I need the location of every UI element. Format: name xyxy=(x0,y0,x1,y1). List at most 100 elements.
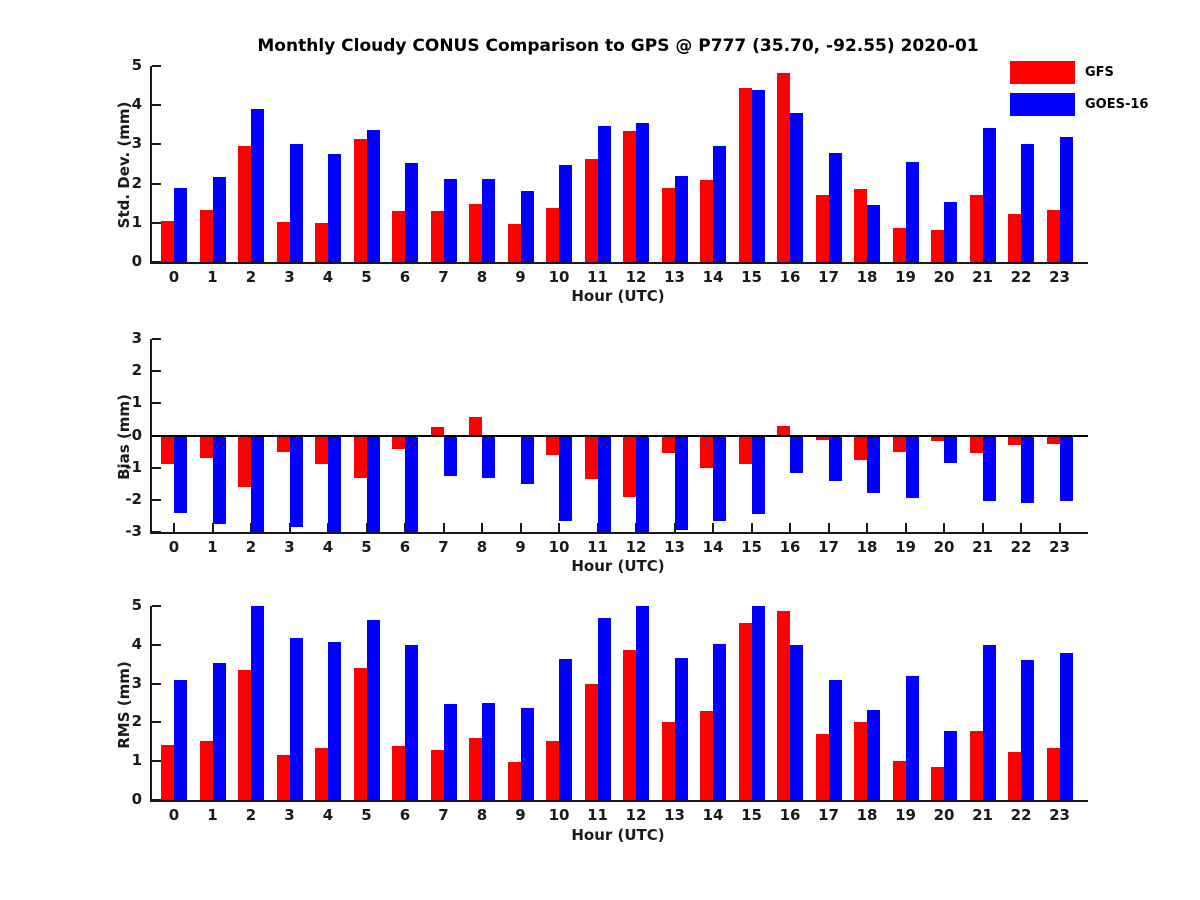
bar-gfs-h12 xyxy=(623,130,636,262)
bar-goes16-h17 xyxy=(828,435,842,481)
bar-goes16-h0 xyxy=(174,679,187,800)
bar-gfs-h19 xyxy=(892,228,906,262)
bar-gfs-h14 xyxy=(700,710,713,800)
legend-label-gfs: GFS xyxy=(1085,65,1114,80)
x-tick-label: 11 xyxy=(587,538,608,556)
bar-goes16-h19 xyxy=(905,162,919,262)
bar-goes16-h23 xyxy=(1059,137,1073,262)
bar-goes16-h21 xyxy=(982,127,996,262)
rms-x-axis-label: Hour (UTC) xyxy=(571,826,665,844)
x-tick-label: 4 xyxy=(322,268,334,286)
x-tick-label: 19 xyxy=(895,538,916,556)
bar-gfs-h5 xyxy=(353,668,367,800)
x-tick-label: 7 xyxy=(438,806,449,824)
bar-goes16-h11 xyxy=(597,617,611,800)
bar-goes16-h7 xyxy=(443,704,457,800)
x-tick-label: 16 xyxy=(779,538,801,556)
bar-gfs-h12 xyxy=(623,435,636,498)
x-tick-label: 16 xyxy=(779,268,801,286)
bar-goes16-h23 xyxy=(1059,652,1073,800)
y-tick-mark xyxy=(152,261,161,263)
y-tick-mark xyxy=(152,682,161,685)
y-tick-mark xyxy=(152,338,161,340)
bar-gfs-h16 xyxy=(777,72,790,262)
x-tick-label: 10 xyxy=(548,806,570,824)
x-tick-label: 9 xyxy=(515,538,526,556)
x-tick-label: 15 xyxy=(741,538,762,556)
bar-goes16-h5 xyxy=(366,129,380,262)
x-tick-mark xyxy=(866,523,868,532)
bar-gfs-h23 xyxy=(1046,435,1060,444)
x-tick-label: 7 xyxy=(438,268,449,286)
x-tick-label: 0 xyxy=(168,268,180,286)
bar-gfs-h20 xyxy=(931,767,944,800)
bar-gfs-h3 xyxy=(276,435,290,452)
bar-goes16-h3 xyxy=(289,435,303,528)
y-tick-mark xyxy=(152,721,161,724)
bar-gfs-h8 xyxy=(469,737,482,800)
x-tick-mark xyxy=(789,523,791,532)
y-tick-label: 1 xyxy=(131,751,142,770)
x-tick-label: 13 xyxy=(664,538,685,556)
bar-gfs-h10 xyxy=(546,435,559,455)
bar-goes16-h16 xyxy=(790,644,803,800)
bar-gfs-h15 xyxy=(738,622,752,800)
x-tick-mark xyxy=(519,523,522,532)
bar-goes16-h10 xyxy=(559,659,572,800)
x-tick-label: 19 xyxy=(895,268,916,286)
bar-goes16-h12 xyxy=(636,606,649,800)
y-tick-mark xyxy=(152,65,161,67)
bar-gfs-h21 xyxy=(969,195,983,262)
x-tick-label: 12 xyxy=(625,538,647,556)
bar-gfs-h6 xyxy=(392,745,405,800)
bar-goes16-h5 xyxy=(366,619,380,800)
bar-goes16-h9 xyxy=(520,708,534,800)
legend-label-goes16: GOES-16 xyxy=(1085,97,1149,112)
bar-goes16-h8 xyxy=(482,435,495,479)
x-tick-label: 8 xyxy=(476,268,488,286)
x-tick-mark xyxy=(558,523,560,532)
bar-goes16-h22 xyxy=(1021,144,1034,262)
x-tick-label: 15 xyxy=(741,268,762,286)
bar-goes16-h10 xyxy=(559,435,572,521)
y-tick-label: 4 xyxy=(131,634,142,653)
bar-goes16-h10 xyxy=(559,164,572,262)
zero-line xyxy=(152,434,1088,437)
bar-gfs-h11 xyxy=(584,158,598,262)
bar-goes16-h17 xyxy=(828,679,842,800)
x-tick-label: 19 xyxy=(895,806,916,824)
y-tick-label: 0 xyxy=(131,425,142,444)
bar-goes16-h4 xyxy=(328,642,341,800)
bar-gfs-h23 xyxy=(1046,209,1060,262)
legend: GFS GOES-16 xyxy=(1010,61,1148,125)
y-tick-mark xyxy=(152,799,161,801)
y-tick-label: 0 xyxy=(131,252,142,270)
bar-gfs-h13 xyxy=(661,187,675,262)
y-tick-label: -3 xyxy=(125,522,142,540)
bar-goes16-h17 xyxy=(828,152,842,262)
x-tick-label: 12 xyxy=(625,806,647,824)
bar-gfs-h5 xyxy=(353,139,367,262)
bar-gfs-h4 xyxy=(315,435,328,465)
bar-goes16-h12 xyxy=(636,122,649,262)
legend-entry-goes16: GOES-16 xyxy=(1010,93,1148,116)
bar-goes16-h15 xyxy=(751,89,765,262)
bar-gfs-h17 xyxy=(815,195,829,262)
x-tick-label: 23 xyxy=(1049,806,1070,824)
y-tick-label: 1 xyxy=(131,393,142,412)
y-tick-label: 3 xyxy=(131,673,142,692)
y-tick-mark xyxy=(152,182,161,185)
bar-gfs-h17 xyxy=(815,435,829,441)
bar-gfs-h8 xyxy=(469,203,482,262)
x-tick-label: 8 xyxy=(476,538,488,556)
x-tick-label: 22 xyxy=(1010,538,1032,556)
legend-swatch-gfs-icon xyxy=(1010,61,1075,84)
x-tick-mark xyxy=(981,523,984,532)
x-tick-label: 13 xyxy=(664,806,685,824)
bar-gfs-h1 xyxy=(199,435,213,459)
bar-goes16-h13 xyxy=(674,435,688,531)
x-tick-mark xyxy=(712,523,714,532)
x-tick-label: 11 xyxy=(587,806,608,824)
y-tick-label: 2 xyxy=(131,173,142,192)
bar-goes16-h8 xyxy=(482,703,495,800)
